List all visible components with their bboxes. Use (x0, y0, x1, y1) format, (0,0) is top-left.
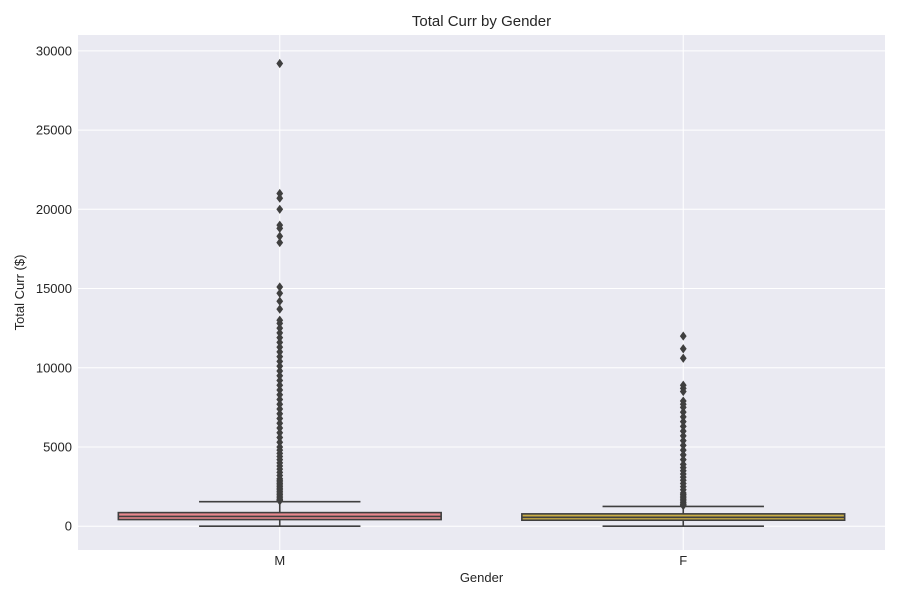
outlier-point (276, 58, 284, 69)
outlier-point (679, 344, 687, 354)
outlier-point (679, 436, 687, 446)
outlier-point (276, 304, 284, 314)
outlier-point (679, 331, 687, 341)
y-tick-label: 0 (65, 519, 72, 534)
outlier-point (276, 390, 284, 400)
outlier-point (276, 342, 284, 352)
outlier-point (276, 237, 284, 248)
outlier-point (276, 223, 284, 233)
outlier-point (276, 394, 284, 405)
grid-layer (78, 35, 885, 550)
x-tick-label: F (679, 553, 687, 568)
outlier-point (276, 375, 284, 386)
outlier-point (276, 328, 284, 338)
box-F (521, 331, 846, 528)
y-tick-label: 10000 (36, 360, 72, 375)
chart-title: Total Curr by Gender (412, 13, 551, 30)
outlier-point (276, 352, 284, 362)
outlier-point (276, 282, 284, 292)
outlier-point (276, 296, 284, 306)
outlier-point (276, 204, 284, 214)
y-axis-label: Total Curr ($) (12, 255, 27, 331)
outlier-point (276, 188, 284, 199)
outlier-point (276, 333, 284, 343)
outlier-point (679, 386, 687, 397)
outlier-point (679, 440, 687, 451)
outlier-point (679, 421, 687, 431)
outlier-point (276, 437, 284, 447)
outlier-point (276, 337, 284, 348)
outlier-point (679, 402, 687, 412)
outlier-point (276, 418, 284, 428)
outlier-point (679, 353, 687, 363)
outlier-point (276, 409, 284, 419)
outlier-point (276, 423, 284, 433)
y-tick-label: 25000 (36, 123, 72, 138)
outlier-point (679, 412, 687, 422)
outlier-point (276, 428, 284, 438)
outlier-point (276, 347, 284, 357)
ticks-layer: 0 5000 10000 15000 20000 25000 30000 M F (36, 43, 687, 568)
outlier-point (276, 193, 284, 203)
outlier-point (679, 501, 687, 511)
x-axis-label: Gender (460, 570, 504, 585)
x-tick-label: M (274, 553, 285, 568)
outlier-point (276, 356, 284, 367)
y-tick-label: 5000 (43, 440, 72, 455)
y-tick-label: 30000 (36, 43, 72, 58)
outlier-point (276, 231, 284, 241)
outlier-point (276, 413, 284, 424)
outlier-point (679, 445, 687, 455)
box-M (117, 58, 442, 528)
outlier-point (276, 385, 284, 395)
y-tick-label: 15000 (36, 281, 72, 296)
boxes-layer (117, 58, 846, 528)
outlier-point (276, 399, 284, 409)
outlier-point (679, 450, 687, 460)
outlier-point (276, 432, 284, 443)
outlier-point (276, 366, 284, 376)
outlier-point (276, 404, 284, 414)
outlier-point (679, 431, 687, 441)
outlier-point (276, 496, 284, 506)
y-tick-label: 20000 (36, 202, 72, 217)
outlier-point (276, 361, 284, 371)
outlier-point (679, 455, 687, 465)
plot-area (78, 35, 885, 550)
outlier-point (276, 323, 284, 333)
outlier-point (679, 417, 687, 427)
outlier-point (679, 407, 687, 417)
outlier-point (679, 426, 687, 436)
outlier-point (276, 380, 284, 390)
outlier-point (276, 318, 284, 328)
outlier-point (276, 371, 284, 381)
outlier-point (276, 288, 284, 298)
